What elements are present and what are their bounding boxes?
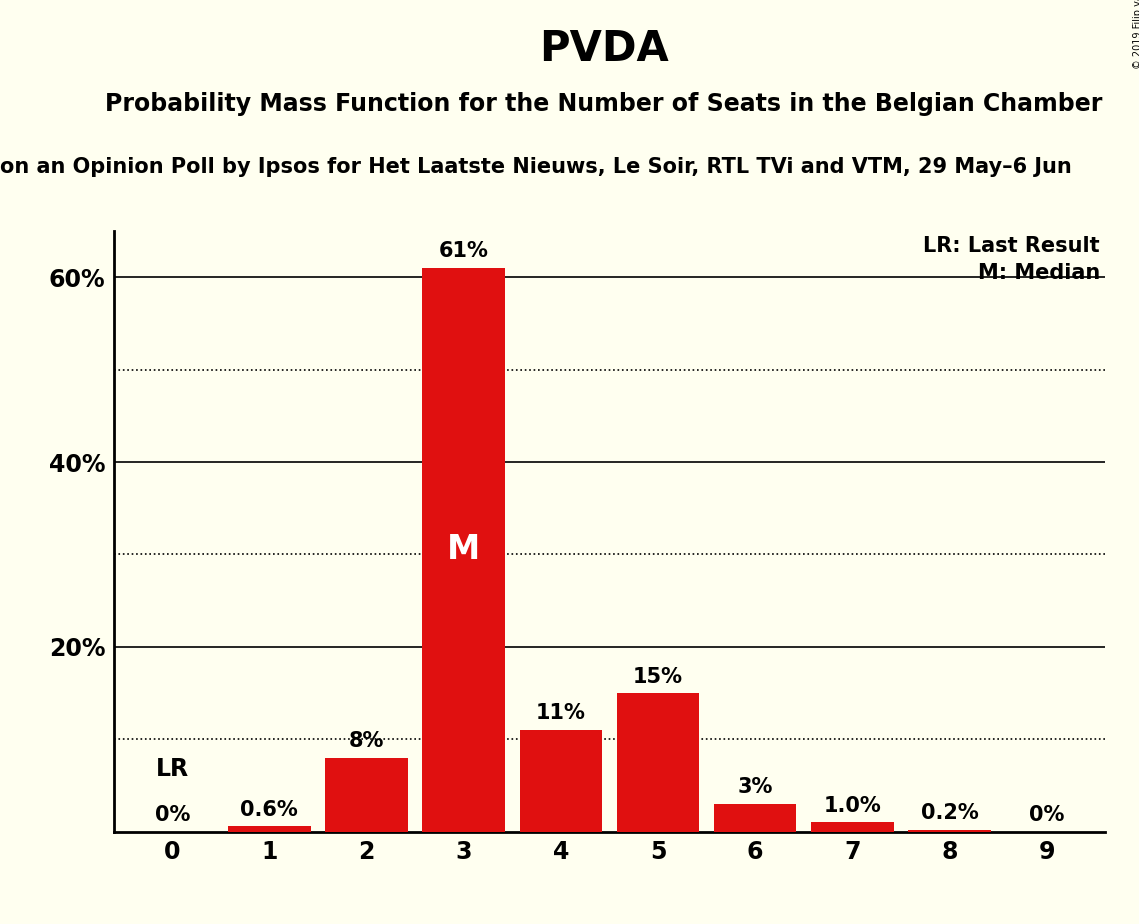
Text: PVDA: PVDA [539,28,669,69]
Text: 0%: 0% [1029,805,1064,825]
Text: 61%: 61% [439,241,489,261]
Text: 8%: 8% [349,731,384,751]
Bar [811,822,893,832]
Bar [908,830,991,832]
Text: Probability Mass Function for the Number of Seats in the Belgian Chamber: Probability Mass Function for the Number… [105,92,1103,116]
Text: LR: Last Result: LR: Last Result [924,236,1100,256]
Bar [423,268,505,832]
Text: M: Median: M: Median [977,263,1100,284]
Bar [714,804,796,832]
Text: 0.6%: 0.6% [240,799,298,820]
Bar [616,693,699,832]
Bar [326,758,408,832]
Text: 11%: 11% [535,703,585,723]
Text: 0%: 0% [155,805,190,825]
Text: 0.2%: 0.2% [920,803,978,823]
Text: 1.0%: 1.0% [823,796,882,816]
Text: © 2019 Filip van Laenen: © 2019 Filip van Laenen [1133,0,1139,69]
Text: 15%: 15% [633,666,683,687]
Bar [228,826,311,832]
Text: 3%: 3% [737,777,772,797]
Text: LR: LR [156,757,189,781]
Text: M: M [446,533,481,566]
Bar [519,730,603,832]
Text: on an Opinion Poll by Ipsos for Het Laatste Nieuws, Le Soir, RTL TVi and VTM, 29: on an Opinion Poll by Ipsos for Het Laat… [0,157,1072,177]
